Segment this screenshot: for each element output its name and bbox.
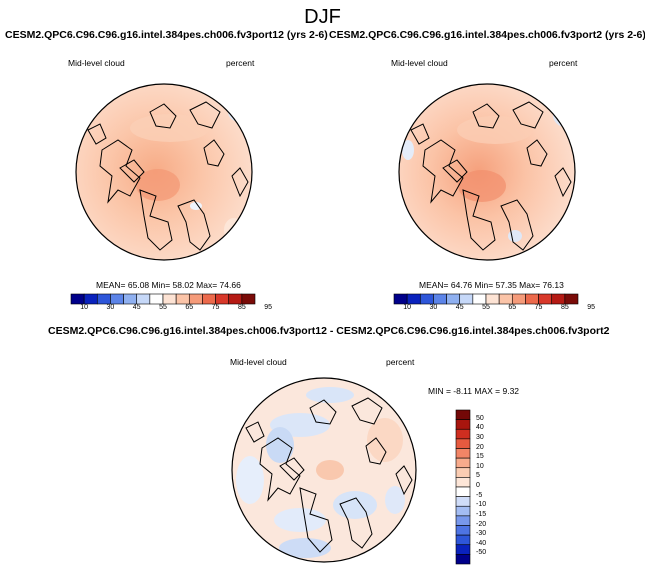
panel3-title: CESM2.QPC6.C96.C96.g16.intel.384pes.ch00… xyxy=(48,325,610,337)
panel3-colorbar-box xyxy=(455,525,471,536)
panel3-colorbar-ticks: 50 40 30 20 15 10 5 0 -5 -10 -15 -20 -30 -40 -50 xyxy=(474,410,498,564)
panel1-units-label: percent xyxy=(226,58,255,68)
panel3-stats: MIN = -8.11 MAX = 9.32 xyxy=(428,386,520,396)
panel3-colorbar-tick-label: -5 xyxy=(476,491,483,499)
panel3-colorbar-box xyxy=(455,534,471,546)
panel2-title: CESM2.QPC6.C96.C96.g16.intel.384pes.ch00… xyxy=(329,29,645,41)
panel3-colorbar-box xyxy=(455,448,471,459)
panel1-stats: MEAN= 65.08 Min= 58.02 Max= 74.66 xyxy=(96,280,241,290)
panel2-colorbar-tick-label: 55 xyxy=(482,304,490,311)
panel3-colorbar-tick-label: -40 xyxy=(476,539,487,547)
panel1-colorbar-tick-label: 30 xyxy=(106,304,115,311)
panel3-colorbar-tick-label: 40 xyxy=(476,424,484,432)
panel2-colorbar-tick-label: 65 xyxy=(508,304,517,311)
panel1-title: CESM2.QPC6.C96.C96.g16.intel.384pes.ch00… xyxy=(5,29,328,41)
panel3-colorbar-box xyxy=(455,515,471,526)
panel3-colorbar-box xyxy=(455,477,471,488)
panel3-colorbar-box xyxy=(455,496,471,507)
panel1-colorbar-tick-label: 75 xyxy=(211,304,220,311)
panel2-stats: MEAN= 64.76 Min= 57.35 Max= 76.13 xyxy=(419,280,564,290)
panel1-colorbar xyxy=(70,291,256,309)
panel3-colorbar-box xyxy=(455,428,471,440)
panel3-colorbar-box xyxy=(455,409,471,420)
panel3-colorbar-box xyxy=(455,544,471,555)
panel1-colorbar-tick-label: 45 xyxy=(132,304,141,311)
panel1-colorbar-box xyxy=(241,293,256,305)
panel1-colorbar-tick-label: 95 xyxy=(264,304,273,311)
panel1-variable-label: Mid-level cloud xyxy=(68,58,125,68)
panel3-variable-label: Mid-level cloud xyxy=(230,357,287,367)
panel3-colorbar-tick-label: 50 xyxy=(476,414,484,422)
panel2-colorbar-tick-label: 85 xyxy=(560,304,569,311)
panel1-colorbar-tick-label: 65 xyxy=(185,304,194,311)
panel2-colorbar-tick-label: 30 xyxy=(429,304,438,311)
panel3-units-label: percent xyxy=(386,357,415,367)
panel2-colorbar xyxy=(393,291,579,309)
panel3-colorbar-tick-label: 15 xyxy=(476,453,484,461)
panel3-colorbar-box xyxy=(455,438,471,449)
panel2-colorbar-ticks: 10 30 45 55 65 75 85 95 xyxy=(394,304,595,314)
panel3-colorbar-box xyxy=(455,457,471,469)
panel3-colorbar-tick-label: -20 xyxy=(476,520,487,528)
panel3-colorbar xyxy=(455,409,471,569)
panel3-colorbar-tick-label: -10 xyxy=(476,501,487,509)
panel3-colorbar-box xyxy=(455,505,471,517)
panel3-colorbar-box xyxy=(455,554,471,565)
panel1-colorbar-tick-label: 10 xyxy=(80,304,89,311)
panel3-colorbar-box xyxy=(455,419,471,430)
panel3-colorbar-tick-label: 5 xyxy=(476,472,480,480)
panel2-units-label: percent xyxy=(549,58,578,68)
panel3-colorbar-box xyxy=(455,486,471,497)
panel2-variable-label: Mid-level cloud xyxy=(391,58,448,68)
panel3-colorbar-tick-label: 20 xyxy=(476,443,484,451)
panel3-colorbar-tick-label: -50 xyxy=(476,549,487,557)
panel1-colorbar-tick-label: 55 xyxy=(159,304,167,311)
panel3-colorbar-tick-label: 30 xyxy=(476,433,484,441)
panel1-colorbar-ticks: 10 30 45 55 65 75 85 95 xyxy=(71,304,272,314)
panel3-colorbar-tick-label: 10 xyxy=(476,462,484,470)
panel2-colorbar-tick-label: 45 xyxy=(455,304,464,311)
panel3-colorbar-tick-label: 0 xyxy=(476,482,480,489)
panel2-colorbar-tick-label: 95 xyxy=(587,304,596,311)
panel2-colorbar-box xyxy=(564,293,579,305)
panel3-colorbar-tick-label: -15 xyxy=(476,510,487,518)
panel2-colorbar-tick-label: 10 xyxy=(403,304,412,311)
figure-title: DJF xyxy=(304,6,341,28)
panel3-colorbar-tick-label: -30 xyxy=(476,530,487,538)
panel1-colorbar-tick-label: 85 xyxy=(237,304,246,311)
panel2-colorbar-tick-label: 75 xyxy=(534,304,543,311)
panel3-colorbar-box xyxy=(455,467,471,478)
